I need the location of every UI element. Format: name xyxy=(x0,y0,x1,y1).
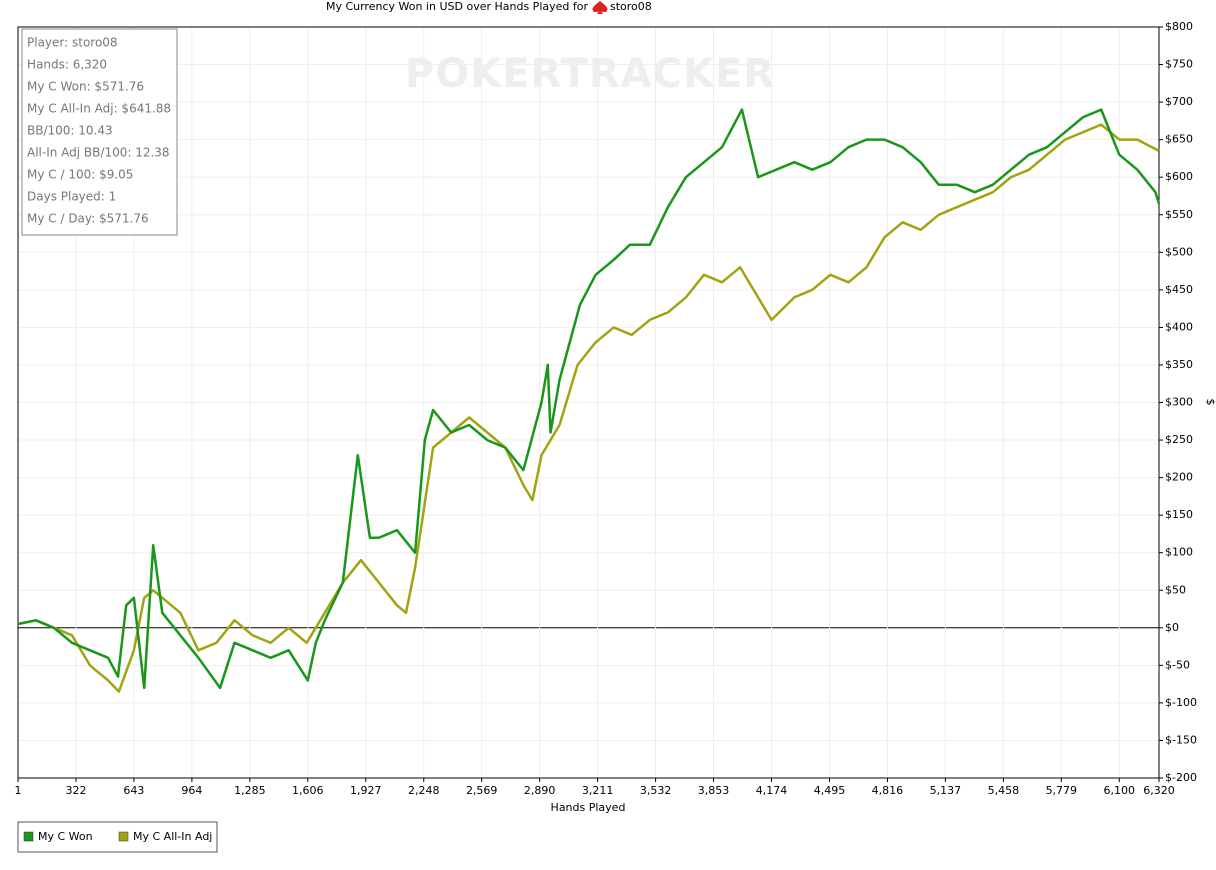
y-tick-label: $100 xyxy=(1165,546,1193,559)
stat-line: Player: storo08 xyxy=(27,36,118,50)
x-tick-label: 322 xyxy=(65,784,86,797)
legend-swatch xyxy=(118,831,129,842)
x-tick-label: 3,532 xyxy=(640,784,672,797)
x-tick-label: 1,285 xyxy=(234,784,266,797)
x-tick-label: 4,816 xyxy=(872,784,904,797)
x-tick-label: 1 xyxy=(15,784,22,797)
stat-line: All-In Adj BB/100: 12.38 xyxy=(27,146,170,160)
x-tick-label: 5,779 xyxy=(1046,784,1078,797)
x-axis-label: Hands Played xyxy=(551,801,626,814)
y-tick-label: $700 xyxy=(1165,95,1193,108)
y-tick-label: $-200 xyxy=(1165,771,1197,784)
y-tick-label: $550 xyxy=(1165,208,1193,221)
series-line xyxy=(17,108,1161,690)
x-tick-label: 5,458 xyxy=(988,784,1020,797)
x-tick-label: 6,100 xyxy=(1104,784,1136,797)
chart-title: My Currency Won in USD over Hands Played… xyxy=(326,0,589,13)
stat-line: Hands: 6,320 xyxy=(27,58,107,72)
x-tick-label: 4,495 xyxy=(814,784,846,797)
y-tick-label: $0 xyxy=(1165,621,1179,634)
y-tick-label: $-50 xyxy=(1165,658,1190,671)
x-tick-label: 1,927 xyxy=(350,784,382,797)
stat-line: Days Played: 1 xyxy=(27,190,116,204)
x-tick-label: 643 xyxy=(123,784,144,797)
x-tick-label: 6,320 xyxy=(1143,784,1175,797)
y-tick-label: $750 xyxy=(1165,58,1193,71)
x-tick-label: 2,890 xyxy=(524,784,556,797)
legend-box xyxy=(17,821,218,853)
stat-line: My C / Day: $571.76 xyxy=(27,212,149,226)
y-tick-label: $-150 xyxy=(1165,733,1197,746)
watermark: POKERTRACKER xyxy=(405,51,775,97)
y-tick-label: $50 xyxy=(1165,583,1186,596)
x-tick-label: 4,174 xyxy=(756,784,788,797)
y-tick-label: $350 xyxy=(1165,358,1193,371)
y-tick-label: $300 xyxy=(1165,396,1193,409)
grid xyxy=(17,26,1160,779)
stat-line: My C All-In Adj: $641.88 xyxy=(27,102,171,116)
x-tick-label: 964 xyxy=(181,784,202,797)
stat-line: My C / 100: $9.05 xyxy=(27,168,133,182)
x-tick-label: 2,248 xyxy=(408,784,440,797)
y-tick-label: $450 xyxy=(1165,283,1193,296)
y-tick-label: $600 xyxy=(1165,170,1193,183)
stat-line: BB/100: 10.43 xyxy=(27,124,113,138)
y-tick-label: $650 xyxy=(1165,133,1193,146)
y-tick-label: $500 xyxy=(1165,245,1193,258)
x-tick-label: 3,211 xyxy=(582,784,614,797)
y-tick-label: $200 xyxy=(1165,471,1193,484)
legend-label: My C Won xyxy=(38,830,93,843)
x-tick-label: 3,853 xyxy=(698,784,730,797)
legend-swatch xyxy=(23,831,34,842)
legend-label: My C All-In Adj xyxy=(133,830,212,843)
y-tick-label: $400 xyxy=(1165,320,1193,333)
spade-icon xyxy=(592,1,608,14)
y-tick-label: $-100 xyxy=(1165,696,1197,709)
x-tick-label: 2,569 xyxy=(466,784,498,797)
x-tick-label: 1,606 xyxy=(292,784,324,797)
x-tick-label: 5,137 xyxy=(930,784,962,797)
y-axis-label: $ xyxy=(1204,399,1216,406)
y-tick-label: $250 xyxy=(1165,433,1193,446)
chart-title-player: storo08 xyxy=(610,0,652,13)
stat-line: My C Won: $571.76 xyxy=(27,80,144,94)
y-tick-label: $150 xyxy=(1165,508,1193,521)
stats-box xyxy=(21,28,178,236)
y-tick-label: $800 xyxy=(1165,20,1193,33)
series-line xyxy=(17,123,1160,693)
